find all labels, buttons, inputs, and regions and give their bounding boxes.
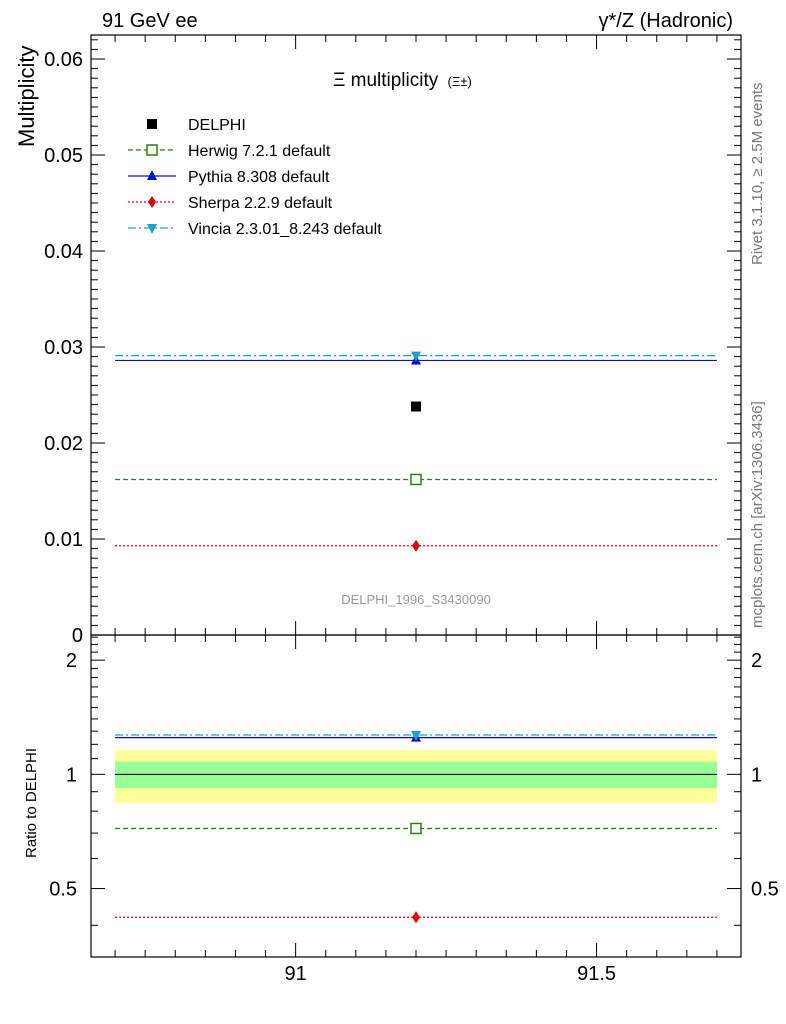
ratio-tick-label-left: 1 xyxy=(66,764,77,786)
x-tick-label: 91.5 xyxy=(577,963,616,985)
y-tick-label: 0.04 xyxy=(44,241,83,263)
chart-title-sub: (Ξ±) xyxy=(448,74,472,89)
main-panel: 0 0.01 0.02 0.03 0.04 0.05 0.06 Ξ multiplicity… xyxy=(44,34,742,647)
ratio-tick-label-right: 2 xyxy=(751,650,762,672)
y-tick-label: 0.02 xyxy=(44,433,83,455)
data-point xyxy=(411,401,421,412)
legend-label: Vincia 2.3.01_8.243 default xyxy=(188,221,382,238)
x-tick-labels: 91 91.5 xyxy=(285,963,617,985)
chart-title-main: Ξ multiplicity xyxy=(333,70,439,91)
series-marker xyxy=(410,473,422,486)
ratio-y-tick-labels: 0.5 0.5 1 1 2 2 xyxy=(49,650,779,900)
legend-label: Herwig 7.2.1 default xyxy=(188,143,331,160)
y-tick-label: 0.05 xyxy=(44,145,83,167)
ratio-tick-label-right: 1 xyxy=(751,764,762,786)
legend-marker xyxy=(147,119,157,129)
legend-marker xyxy=(147,224,157,234)
legend-marker xyxy=(148,196,156,208)
ratio-panel: 0.5 0.5 1 1 2 2 xyxy=(49,634,779,958)
ratio-tick-label-left: 0.5 xyxy=(49,879,77,901)
header-right: γ*/Z (Hadronic) xyxy=(599,10,733,32)
y-axis-label: Multiplicity xyxy=(14,46,39,147)
legend-marker xyxy=(146,144,158,156)
header-left: 91 GeV ee xyxy=(102,10,198,32)
ratio-series-layer xyxy=(115,730,717,924)
main-ticks xyxy=(91,35,741,636)
ratio-bands xyxy=(115,749,717,804)
ratio-ticks xyxy=(91,635,741,957)
y-tick-label: 0.01 xyxy=(44,529,83,551)
ratio-series-marker xyxy=(410,822,422,835)
main-y-tick-labels: 0 0.01 0.02 0.03 0.04 0.05 0.06 xyxy=(44,49,83,647)
legend-label: Sherpa 2.2.9 default xyxy=(188,195,333,212)
ratio-series-marker xyxy=(411,730,421,741)
rivet-note: Rivet 3.1.10, ≥ 2.5M events xyxy=(749,83,766,266)
y-tick-label: 0 xyxy=(72,625,83,647)
ratio-tick-label-left: 2 xyxy=(66,650,77,672)
analysis-watermark: DELPHI_1996_S3430090 xyxy=(341,592,491,607)
legend: DELPHI Herwig 7.2.1 default Pythia 8.308 d… xyxy=(128,117,382,238)
legend-label: DELPHI xyxy=(188,117,246,134)
ratio-series-marker xyxy=(412,911,420,924)
ratio-tick-label-right: 0.5 xyxy=(751,879,779,901)
y-tick-label: 0.03 xyxy=(44,337,83,359)
mcplots-note: mcplots.cern.ch [arXiv:1306.3436] xyxy=(749,401,766,628)
series-marker xyxy=(411,351,421,362)
series-marker xyxy=(412,539,420,552)
chart-title: Ξ multiplicity (Ξ±) xyxy=(333,70,472,91)
x-tick-label: 91 xyxy=(285,963,307,985)
ratio-y-axis-label: Ratio to DELPHI xyxy=(23,748,40,858)
legend-label: Pythia 8.308 default xyxy=(188,169,330,186)
legend-marker xyxy=(147,170,157,180)
main-series-layer xyxy=(115,351,717,552)
ratio-inner-band xyxy=(115,761,717,789)
y-tick-label: 0.06 xyxy=(44,49,83,71)
